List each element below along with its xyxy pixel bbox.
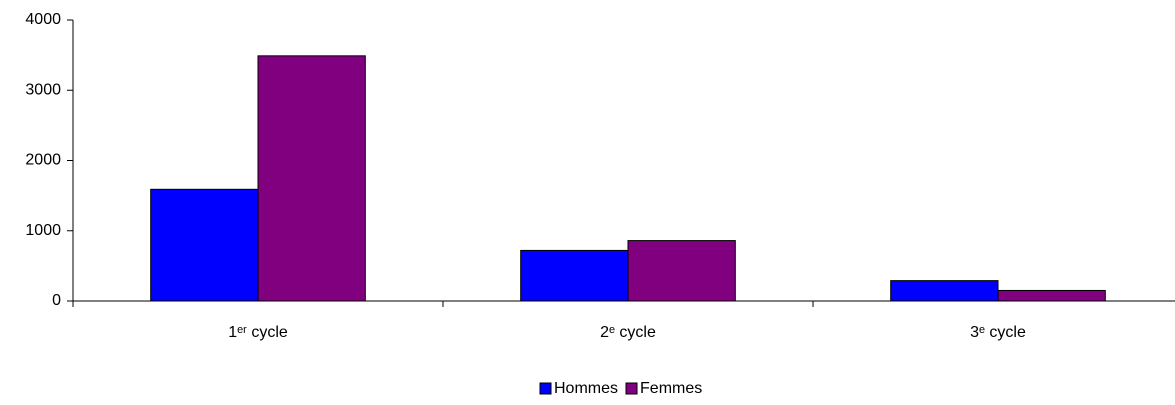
bar	[997, 289, 1106, 302]
y-tick-label: 4000	[25, 11, 61, 28]
bar	[257, 55, 366, 302]
y-tick-label: 3000	[25, 81, 61, 98]
bar	[150, 188, 259, 302]
legend-label: Hommes	[554, 380, 618, 397]
bar	[890, 280, 999, 302]
y-tick-label: 0	[52, 292, 61, 309]
y-tick-label: 1000	[25, 222, 61, 239]
x-tick-label: 1ᵉʳ cycle	[228, 324, 288, 341]
bar	[627, 240, 736, 302]
legend-swatch	[625, 382, 638, 395]
legend-swatch	[539, 382, 552, 395]
y-tick-label: 2000	[25, 152, 61, 169]
bar	[520, 249, 629, 302]
x-tick-label: 2ᵉ cycle	[600, 324, 656, 341]
legend-label: Femmes	[640, 380, 702, 397]
x-tick-label: 3ᵉ cycle	[970, 324, 1026, 341]
